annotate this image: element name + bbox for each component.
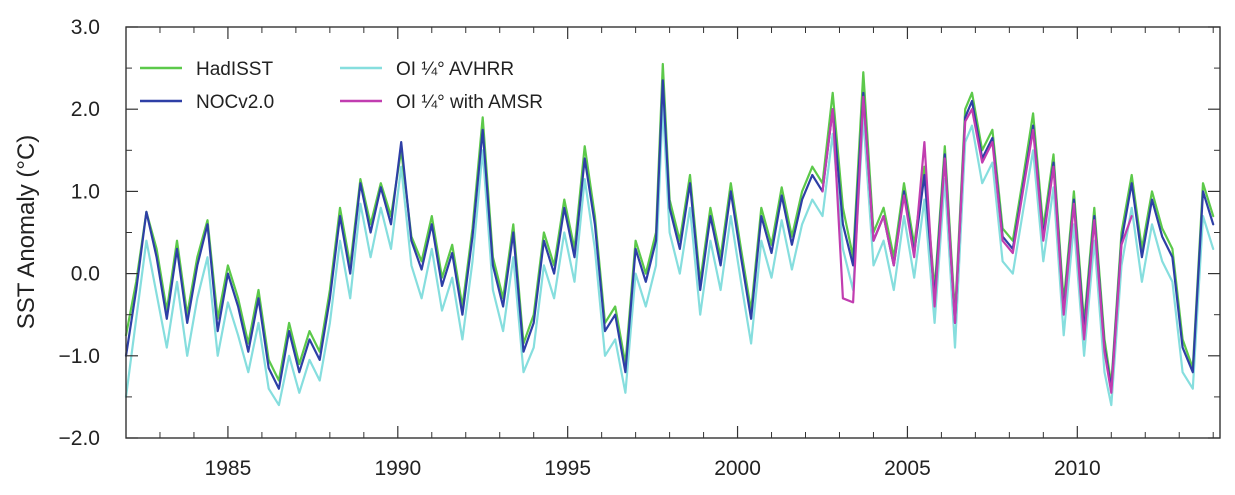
series-line-2	[124, 104, 1215, 407]
legend-label: HadISST	[196, 59, 273, 80]
series-line-1	[124, 79, 1215, 390]
y-tick-label: 1.0	[71, 180, 100, 203]
axis-layer: 1985 1990 1995 2000 2005 2010 −2.0 1.0 0.0 −1.0 2.…	[59, 16, 1220, 480]
x-tick-label: 1995	[544, 457, 591, 480]
x-tick-label: 2005	[884, 457, 931, 480]
legend-label: OI ¼° AVHRR	[396, 59, 514, 80]
series-layer	[124, 62, 1215, 407]
x-tick-label: 2000	[714, 457, 761, 480]
x-tick-label: 2010	[1054, 457, 1101, 480]
legend: HadISST NOCv2.0 OI ¼° AVHRR OI ¼° with AMSR	[140, 59, 543, 113]
x-tick-label: 1985	[205, 457, 252, 480]
y-tick-label: −1.0	[59, 345, 100, 368]
y-tick-label: 0.0	[71, 263, 100, 286]
y-axis-title: SST Anomaly (°C)	[13, 135, 40, 330]
y-tick-label: 2.0	[71, 98, 100, 121]
y-tick-label: 3.0	[71, 16, 100, 39]
y-tick-label: −2.0	[59, 427, 100, 450]
legend-label: OI ¼° with AMSR	[396, 92, 543, 113]
series-line-3	[821, 95, 1133, 394]
legend-label: NOCv2.0	[196, 92, 274, 113]
x-tick-label: 1990	[374, 457, 421, 480]
